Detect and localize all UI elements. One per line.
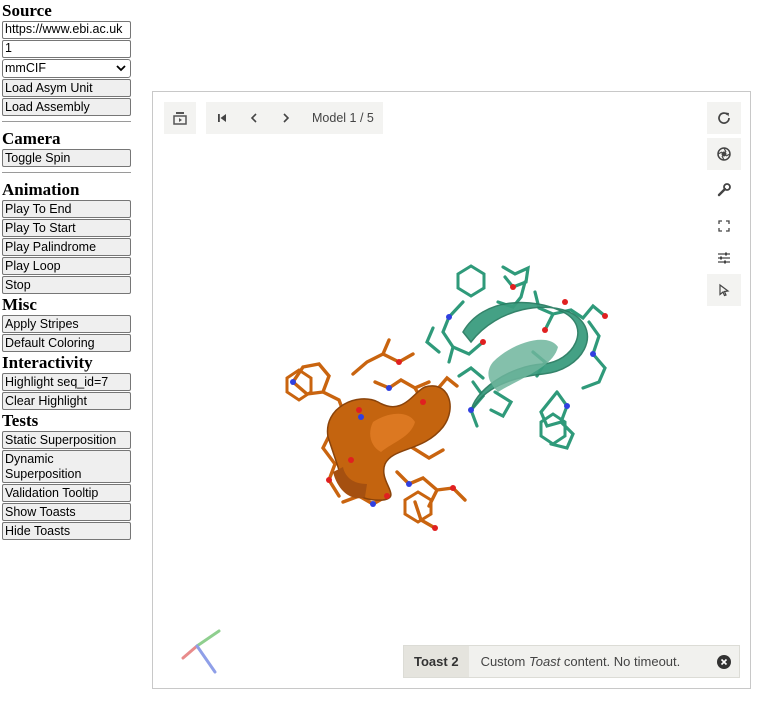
toast-close-button[interactable] <box>717 654 731 669</box>
toast-notification: Toast 2 Custom Toast content. No timeout… <box>403 645 740 678</box>
validation-tooltip-button[interactable]: Validation Tooltip <box>2 484 131 502</box>
toast-title: Toast 2 <box>404 646 469 677</box>
toast-message-emphasis: Toast <box>528 654 561 669</box>
interactivity-heading: Interactivity <box>2 353 93 372</box>
stop-button[interactable]: Stop <box>2 276 131 294</box>
expand-icon <box>718 220 730 232</box>
molecule-viewer[interactable]: Model 1 / 5 <box>152 91 751 689</box>
play-palindrome-button[interactable]: Play Palindrome <box>2 238 131 256</box>
toggle-animation-button[interactable] <box>164 102 196 134</box>
previous-model-icon <box>250 113 257 123</box>
model-navigation-bar: Model 1 / 5 <box>206 102 383 134</box>
camera-heading: Camera <box>2 129 61 148</box>
axes-indicator-icon <box>181 629 221 674</box>
divider <box>2 121 131 122</box>
next-model-button[interactable] <box>270 102 302 134</box>
format-select-value: mmCIF <box>5 61 46 75</box>
chevron-down-icon <box>116 65 126 72</box>
source-heading: Source <box>2 1 52 20</box>
chain-a-structure <box>285 338 467 531</box>
misc-heading: Misc <box>2 295 37 314</box>
static-superposition-button[interactable]: Static Superposition <box>2 431 131 449</box>
hide-toasts-button[interactable]: Hide Toasts <box>2 522 131 540</box>
play-to-end-button[interactable]: Play To End <box>2 200 131 218</box>
animation-heading: Animation <box>2 180 80 199</box>
toast-message-part: content. No timeout. <box>560 654 681 669</box>
first-model-icon <box>218 114 226 122</box>
screenshot-icon <box>717 147 731 161</box>
clear-highlight-button[interactable]: Clear Highlight <box>2 392 131 410</box>
selection-mode-icon <box>719 283 730 297</box>
reset-camera-icon <box>718 112 730 124</box>
load-assembly-button[interactable]: Load Assembly <box>2 98 131 116</box>
load-asym-unit-button[interactable]: Load Asym Unit <box>2 79 131 97</box>
source-url-input[interactable]: https://www.ebi.ac.uk <box>2 21 131 39</box>
molecule-canvas[interactable] <box>153 92 750 688</box>
controls-button[interactable] <box>707 174 741 206</box>
dynamic-superposition-button[interactable]: Dynamic Superposition <box>2 450 131 483</box>
close-icon <box>720 658 728 665</box>
default-coloring-button[interactable]: Default Coloring <box>2 334 131 352</box>
model-counter: Model 1 / 5 <box>312 111 374 125</box>
play-to-start-button[interactable]: Play To Start <box>2 219 131 237</box>
tests-heading: Tests <box>2 411 39 430</box>
chain-b-structure <box>425 264 608 450</box>
source-id-input[interactable]: 1 <box>2 40 131 58</box>
toast-message-part: Custom <box>480 654 529 669</box>
play-loop-button[interactable]: Play Loop <box>2 257 131 275</box>
controls-icon <box>717 183 731 197</box>
settings-icon <box>718 252 730 264</box>
apply-stripes-button[interactable]: Apply Stripes <box>2 315 131 333</box>
selection-mode-button[interactable] <box>707 274 741 306</box>
control-panel: Source https://www.ebi.ac.uk 1 mmCIF Loa… <box>2 0 131 541</box>
animation-icon <box>173 112 187 125</box>
settings-button[interactable] <box>707 242 741 274</box>
first-model-button[interactable] <box>206 102 238 134</box>
expand-button[interactable] <box>707 210 741 242</box>
reset-camera-button[interactable] <box>707 102 741 134</box>
show-toasts-button[interactable]: Show Toasts <box>2 503 131 521</box>
divider <box>2 172 131 173</box>
toast-message: Custom Toast content. No timeout. <box>469 654 717 669</box>
highlight-seq-button[interactable]: Highlight seq_id=7 <box>2 373 131 391</box>
toggle-spin-button[interactable]: Toggle Spin <box>2 149 131 167</box>
next-model-icon <box>283 113 290 123</box>
screenshot-button[interactable] <box>707 138 741 170</box>
format-select[interactable]: mmCIF <box>2 59 131 78</box>
previous-model-button[interactable] <box>238 102 270 134</box>
